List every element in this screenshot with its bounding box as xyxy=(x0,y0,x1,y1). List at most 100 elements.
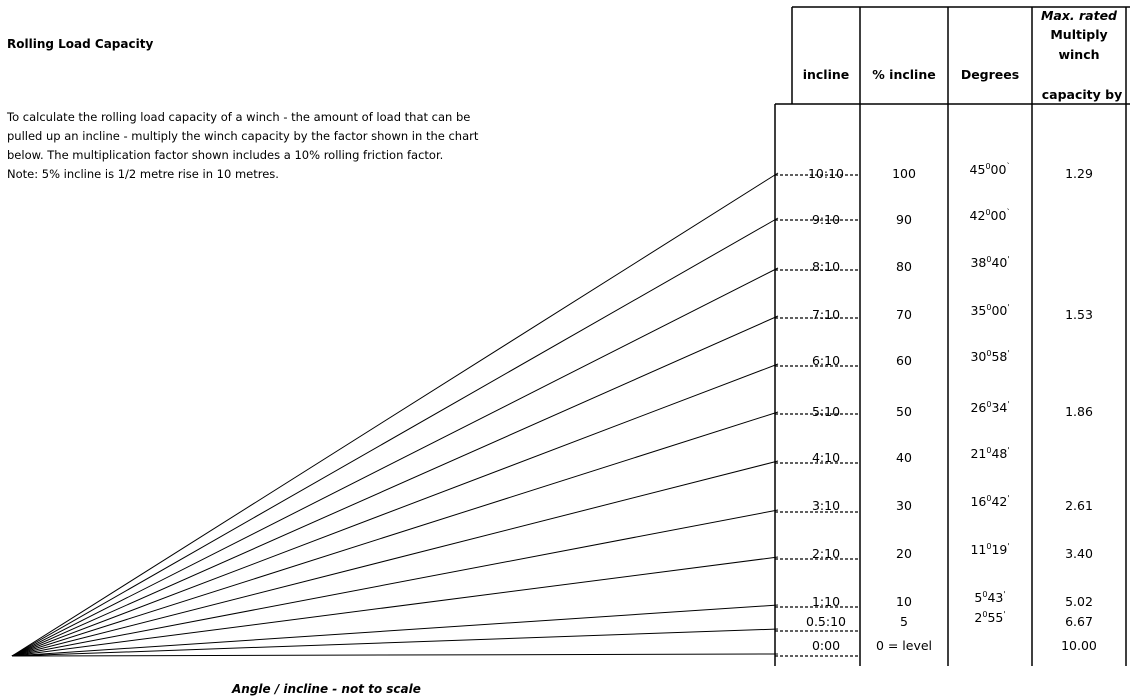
cell-percent-incline: 100 xyxy=(892,166,916,181)
degrees-superscript: 0 xyxy=(982,610,988,619)
cell-multiply-factor: 10.00 xyxy=(1061,638,1097,653)
incline-ray xyxy=(11,267,779,657)
cell-incline: 7:10 xyxy=(811,307,841,322)
cell-degrees: 21048' xyxy=(948,446,1032,461)
cell-percent-incline: 10 xyxy=(896,594,912,609)
incline-ray xyxy=(11,556,779,657)
header-winch: winch xyxy=(1058,47,1100,62)
cell-incline: 2:10 xyxy=(811,546,841,561)
cell-multiply-factor: 1.86 xyxy=(1065,404,1093,419)
minutes-mark: ' xyxy=(1007,349,1010,358)
degrees-superscript: 0 xyxy=(982,590,988,599)
degrees-superscript: 0 xyxy=(986,446,992,455)
degrees-value: 35 xyxy=(970,303,987,318)
cell-percent-incline: 30 xyxy=(896,498,912,513)
minutes-mark: ' xyxy=(1007,494,1010,503)
minutes-mark: ' xyxy=(1003,590,1006,599)
degrees-value: 38 xyxy=(970,255,987,270)
cell-incline: 0.5:10 xyxy=(806,614,846,629)
degrees-value: 26 xyxy=(970,400,987,415)
cell-percent-incline: 80 xyxy=(896,259,912,274)
minutes-value: 55 xyxy=(987,610,1004,625)
cell-percent-incline: 40 xyxy=(896,450,912,465)
cell-multiply-factor: 2.61 xyxy=(1065,498,1093,513)
header-incline: incline xyxy=(802,67,850,82)
header-multiply: Multiply xyxy=(1050,27,1108,42)
cell-percent-incline: 20 xyxy=(896,546,912,561)
cell-incline: 9:10 xyxy=(811,212,841,227)
degrees-superscript: 0 xyxy=(986,303,992,312)
cell-degrees: 38040' xyxy=(948,255,1032,270)
degrees-superscript: 0 xyxy=(985,208,991,217)
minutes-value: 34 xyxy=(991,400,1008,415)
intro-line-2: pulled up an incline - multiply the winc… xyxy=(7,129,479,143)
incline-ray xyxy=(11,653,779,657)
cell-incline: 8:10 xyxy=(811,259,841,274)
cell-incline: 1:10 xyxy=(811,594,841,609)
cell-percent-incline: 50 xyxy=(896,404,912,419)
minutes-mark: ` xyxy=(1006,208,1011,217)
minutes-value: 40 xyxy=(991,255,1008,270)
incline-ray xyxy=(11,217,779,657)
intro-line-1: To calculate the rolling load capacity o… xyxy=(7,110,471,124)
incline-ray xyxy=(11,509,779,657)
minutes-mark: ' xyxy=(1007,255,1010,264)
degrees-superscript: 0 xyxy=(985,162,991,171)
minutes-mark: ' xyxy=(1007,446,1010,455)
minutes-value: 00 xyxy=(990,208,1007,223)
minutes-mark: ` xyxy=(1006,162,1011,171)
minutes-mark: ' xyxy=(1007,303,1010,312)
degrees-value: 11 xyxy=(970,542,987,557)
cell-incline: 6:10 xyxy=(811,353,841,368)
cell-multiply-factor: 6.67 xyxy=(1065,614,1093,629)
incline-ray xyxy=(11,604,779,657)
minutes-value: 19 xyxy=(991,542,1008,557)
cell-multiply-factor: 3.40 xyxy=(1065,546,1093,561)
degrees-value: 45 xyxy=(969,162,986,177)
degrees-value: 16 xyxy=(970,494,987,509)
incline-ray xyxy=(11,460,779,657)
page-title: Rolling Load Capacity xyxy=(7,37,154,51)
minutes-value: 43 xyxy=(987,590,1004,605)
minutes-value: 58 xyxy=(991,349,1008,364)
minutes-value: 00 xyxy=(990,162,1007,177)
incline-ray xyxy=(11,411,779,657)
cell-incline: 4:10 xyxy=(811,450,841,465)
degrees-value: 5 xyxy=(974,590,983,605)
incline-ray xyxy=(11,363,779,657)
cell-multiply-factor: 1.53 xyxy=(1065,307,1093,322)
cell-degrees: 2055' xyxy=(948,610,1032,625)
cell-degrees: 26034' xyxy=(948,400,1032,415)
cell-degrees: 35000' xyxy=(948,303,1032,318)
degrees-superscript: 0 xyxy=(986,494,992,503)
cell-percent-incline: 70 xyxy=(896,307,912,322)
cell-degrees: 45000` xyxy=(948,162,1032,177)
cell-degrees: 16042' xyxy=(948,494,1032,509)
degrees-superscript: 0 xyxy=(986,349,992,358)
cell-incline: 3:10 xyxy=(811,498,841,513)
minutes-value: 48 xyxy=(991,446,1008,461)
cell-percent-incline: 5 xyxy=(900,614,908,629)
cell-degrees: 42000` xyxy=(948,208,1032,223)
cell-incline: 5:10 xyxy=(811,404,841,419)
degrees-value: 21 xyxy=(970,446,987,461)
cell-multiply-factor: 5.02 xyxy=(1065,594,1093,609)
cell-multiply-factor: 1.29 xyxy=(1065,166,1093,181)
header-capacity-by: capacity by xyxy=(1041,87,1123,102)
cell-percent-incline: 60 xyxy=(896,353,912,368)
cell-incline: 0:00 xyxy=(811,638,841,653)
degrees-value: 42 xyxy=(969,208,986,223)
header-degrees: Degrees xyxy=(960,67,1020,82)
minutes-mark: ' xyxy=(1007,542,1010,551)
degrees-value: 30 xyxy=(970,349,987,364)
degrees-superscript: 0 xyxy=(986,400,992,409)
incline-ray xyxy=(11,628,779,657)
intro-line-4: Note: 5% incline is 1/2 metre rise in 10… xyxy=(7,167,279,181)
header-percent-incline: % incline xyxy=(872,67,936,82)
diagram-caption: Angle / incline - not to scale xyxy=(232,682,421,696)
degrees-superscript: 0 xyxy=(986,542,992,551)
incline-dashed-underlines xyxy=(775,174,860,657)
incline-ray xyxy=(11,315,779,657)
table-grid xyxy=(774,6,1130,666)
